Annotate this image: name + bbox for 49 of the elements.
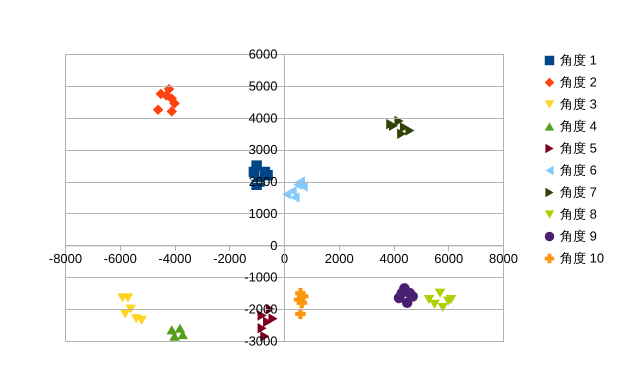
point bbox=[161, 90, 172, 101]
y-tick-label: 6000 bbox=[248, 46, 278, 62]
y-tick-label: 0 bbox=[270, 238, 278, 253]
point bbox=[258, 323, 267, 334]
point bbox=[388, 120, 398, 131]
point bbox=[169, 98, 180, 109]
point bbox=[166, 106, 178, 117]
y-tick-label: 3000 bbox=[248, 142, 278, 158]
y-tick-label: -1000 bbox=[244, 270, 278, 285]
point bbox=[405, 125, 414, 136]
x-tick-label: 8000 bbox=[489, 250, 518, 266]
point bbox=[429, 300, 440, 309]
legend-label: 角度 5 bbox=[560, 140, 597, 156]
x-tick-label: -4000 bbox=[158, 250, 192, 266]
point bbox=[424, 295, 434, 304]
y-tick-label: -3000 bbox=[244, 334, 278, 348]
legend-label: 角度 1 bbox=[560, 52, 597, 68]
y-tick-label: 1000 bbox=[248, 206, 278, 221]
legend-label: 角度 8 bbox=[560, 206, 597, 222]
point bbox=[402, 298, 412, 308]
legend-label: 角度 10 bbox=[560, 250, 604, 266]
legend-label: 角度 4 bbox=[560, 118, 597, 134]
point bbox=[295, 308, 306, 320]
point bbox=[446, 295, 456, 304]
y-tick-label: 4000 bbox=[248, 110, 278, 126]
legend-label: 角度 7 bbox=[560, 184, 597, 200]
x-tick-label: -8000 bbox=[48, 250, 82, 266]
point bbox=[397, 128, 406, 139]
point bbox=[394, 292, 404, 304]
x-tick-label: 2000 bbox=[324, 250, 354, 266]
point bbox=[288, 186, 297, 196]
x-tick-label: 6000 bbox=[434, 250, 464, 266]
point bbox=[122, 293, 134, 302]
point bbox=[152, 104, 164, 116]
point bbox=[125, 304, 136, 314]
point bbox=[404, 288, 416, 298]
legend-label: 角度 9 bbox=[560, 228, 597, 244]
x-tick-label: -6000 bbox=[104, 250, 137, 266]
legend-label: 角度 2 bbox=[560, 74, 597, 90]
point bbox=[434, 288, 446, 298]
legend-label: 角度 6 bbox=[560, 162, 597, 178]
x-tick-label: -2000 bbox=[213, 250, 246, 266]
y-tick-label: 5000 bbox=[248, 78, 278, 94]
point bbox=[438, 302, 448, 312]
legend-label: 角度 3 bbox=[560, 96, 597, 112]
x-tick-label: 4000 bbox=[380, 250, 408, 266]
point bbox=[268, 313, 278, 324]
point bbox=[290, 192, 300, 203]
y-tick-label: -2000 bbox=[244, 302, 278, 317]
